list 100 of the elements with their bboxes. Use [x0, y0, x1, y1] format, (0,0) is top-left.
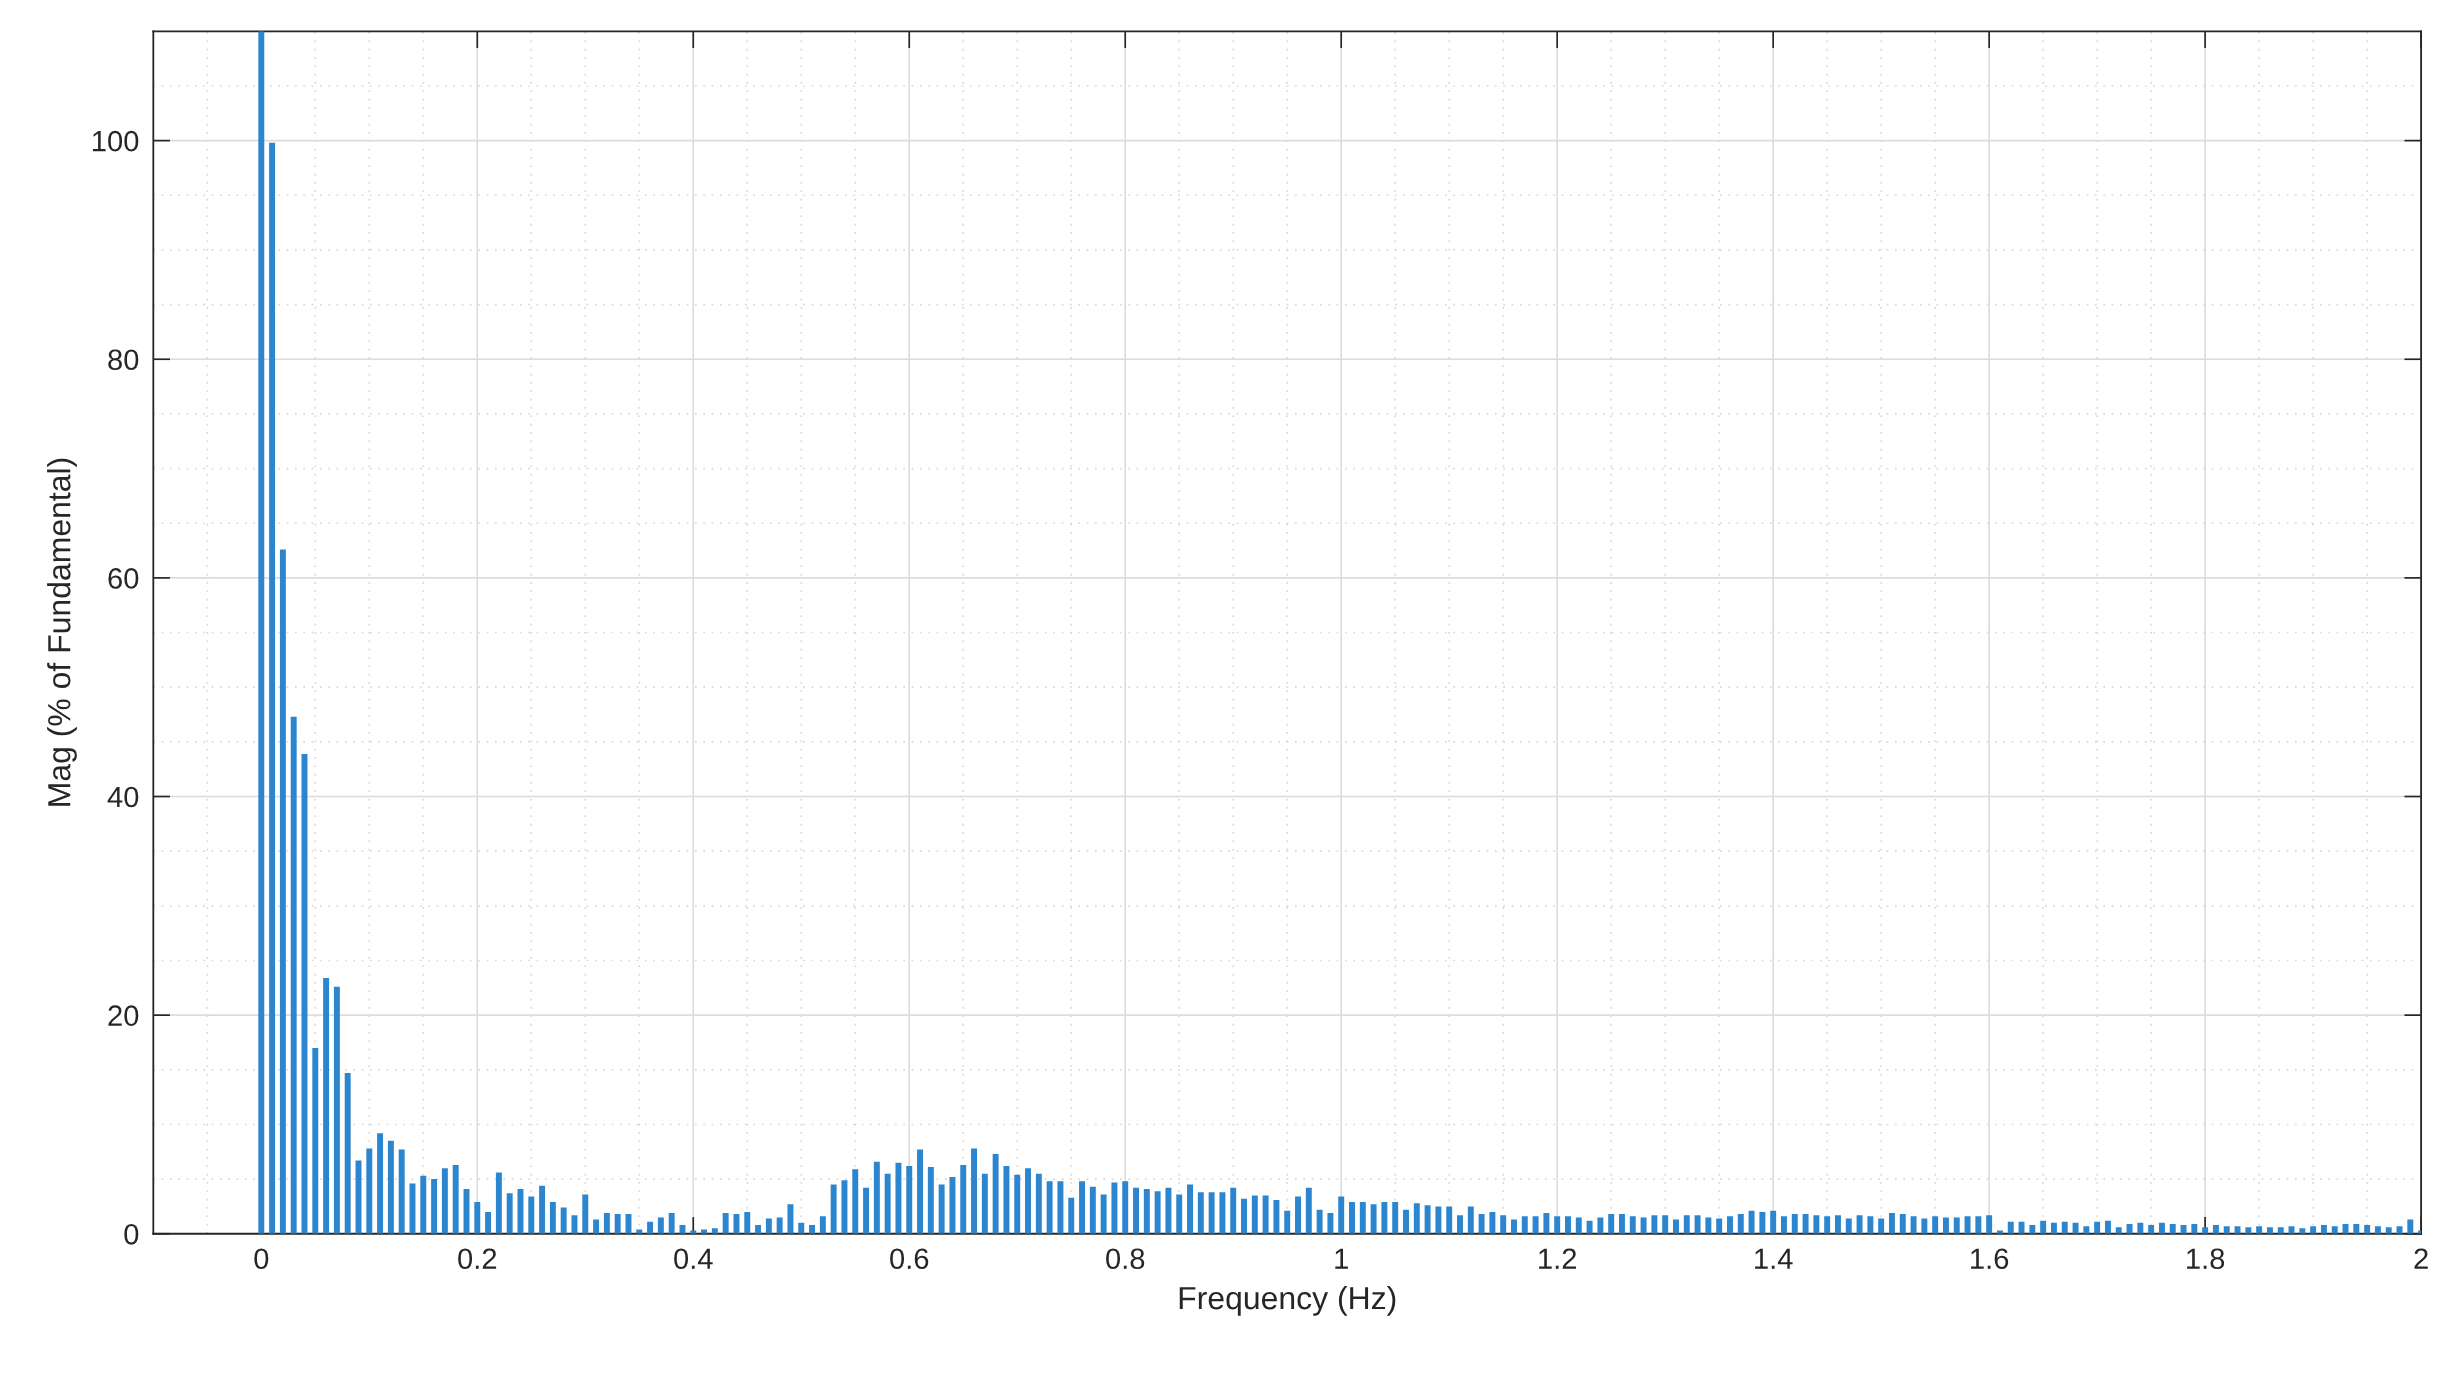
bar — [1673, 1219, 1679, 1234]
bar — [539, 1185, 546, 1234]
bar — [1478, 1214, 1485, 1234]
bar — [377, 1133, 384, 1234]
y-axis-title: Mag (% of Fundamental) — [47, 458, 77, 806]
x-tick-label: 2 — [2414, 1248, 2428, 1269]
bar — [841, 1180, 848, 1234]
bar — [495, 1172, 502, 1234]
bar — [1921, 1218, 1928, 1234]
bar — [2320, 1225, 2327, 1234]
bar — [711, 1228, 718, 1234]
bar — [398, 1149, 405, 1234]
bar — [333, 986, 340, 1234]
y-tick-label: 20 — [108, 1005, 139, 1026]
bar — [2018, 1221, 2025, 1234]
bar — [1834, 1215, 1841, 1234]
bar — [1575, 1217, 1582, 1234]
bar — [1856, 1215, 1863, 1234]
x-tick-label: 0 — [254, 1248, 269, 1270]
bar — [1932, 1216, 1939, 1234]
bar — [798, 1222, 805, 1234]
bar — [1500, 1215, 1507, 1234]
bar — [971, 1148, 978, 1234]
bar — [1619, 1214, 1625, 1234]
bar — [1100, 1194, 1107, 1234]
bar — [1295, 1196, 1301, 1234]
bar — [2266, 1227, 2273, 1234]
x-tick-label: 1 — [1335, 1248, 1348, 1269]
bar — [884, 1173, 891, 1234]
bar — [420, 1175, 427, 1234]
bar — [1111, 1182, 1118, 1234]
bar — [722, 1213, 729, 1234]
bar — [2407, 1219, 2414, 1234]
bar — [1079, 1181, 1085, 1234]
bar — [1791, 1214, 1798, 1234]
bar — [1424, 1205, 1431, 1234]
bar — [1446, 1206, 1453, 1234]
bar — [1176, 1194, 1183, 1234]
bar — [2104, 1220, 2111, 1234]
bar — [2223, 1226, 2230, 1234]
bar — [2310, 1226, 2317, 1234]
bar — [787, 1204, 794, 1234]
bar — [830, 1184, 837, 1234]
bar — [1824, 1216, 1831, 1234]
bar — [2148, 1225, 2155, 1234]
x-tick-label: 0.4 — [674, 1248, 713, 1270]
bar — [1035, 1173, 1042, 1234]
x-tick-label: 0.8 — [1106, 1248, 1145, 1270]
bar — [2364, 1225, 2371, 1234]
bar — [1511, 1219, 1517, 1234]
bar — [1003, 1166, 1010, 1234]
bar — [1748, 1210, 1755, 1234]
bar — [2353, 1223, 2360, 1234]
bar — [474, 1202, 481, 1234]
bar — [614, 1214, 621, 1234]
bar — [344, 1073, 351, 1234]
bar — [1122, 1181, 1129, 1234]
bar — [2191, 1223, 2198, 1234]
bar — [2094, 1221, 2101, 1234]
bar — [1046, 1181, 1053, 1234]
bar — [1284, 1210, 1291, 1234]
bar — [895, 1162, 902, 1234]
bar — [1349, 1202, 1355, 1234]
bar — [809, 1225, 816, 1234]
bar — [1457, 1215, 1463, 1234]
bar — [1068, 1197, 1075, 1234]
x-tick-label: 1.2 — [1539, 1248, 1576, 1269]
bar — [2256, 1226, 2263, 1234]
bar — [733, 1214, 740, 1234]
bar — [366, 1148, 373, 1234]
bar — [755, 1225, 762, 1234]
bar — [690, 1230, 697, 1234]
bar — [1197, 1192, 1204, 1234]
bar — [1057, 1181, 1064, 1234]
bar — [960, 1164, 967, 1234]
bar — [1154, 1191, 1161, 1234]
bar — [485, 1211, 492, 1234]
bar — [2299, 1228, 2306, 1234]
bar — [1899, 1214, 1906, 1234]
bar — [1781, 1216, 1787, 1234]
bar — [1014, 1174, 1021, 1234]
bar — [1467, 1206, 1474, 1234]
bar — [1910, 1216, 1917, 1234]
bar — [1316, 1209, 1323, 1234]
bar — [2202, 1227, 2209, 1234]
bar — [290, 716, 297, 1234]
y-tick-label: 0 — [124, 1223, 139, 1245]
bar — [2040, 1220, 2047, 1234]
bar — [1532, 1216, 1539, 1234]
bar — [668, 1213, 675, 1234]
bar — [441, 1168, 448, 1234]
bar — [2374, 1226, 2381, 1234]
bar — [2061, 1221, 2068, 1234]
bar — [1942, 1217, 1949, 1234]
bar — [981, 1173, 988, 1234]
bar — [679, 1225, 686, 1234]
bar — [2212, 1225, 2219, 1234]
x-axis-title: Frequency (Hz) — [1179, 1285, 1396, 1316]
bar — [2050, 1222, 2057, 1234]
bar — [1845, 1218, 1852, 1234]
